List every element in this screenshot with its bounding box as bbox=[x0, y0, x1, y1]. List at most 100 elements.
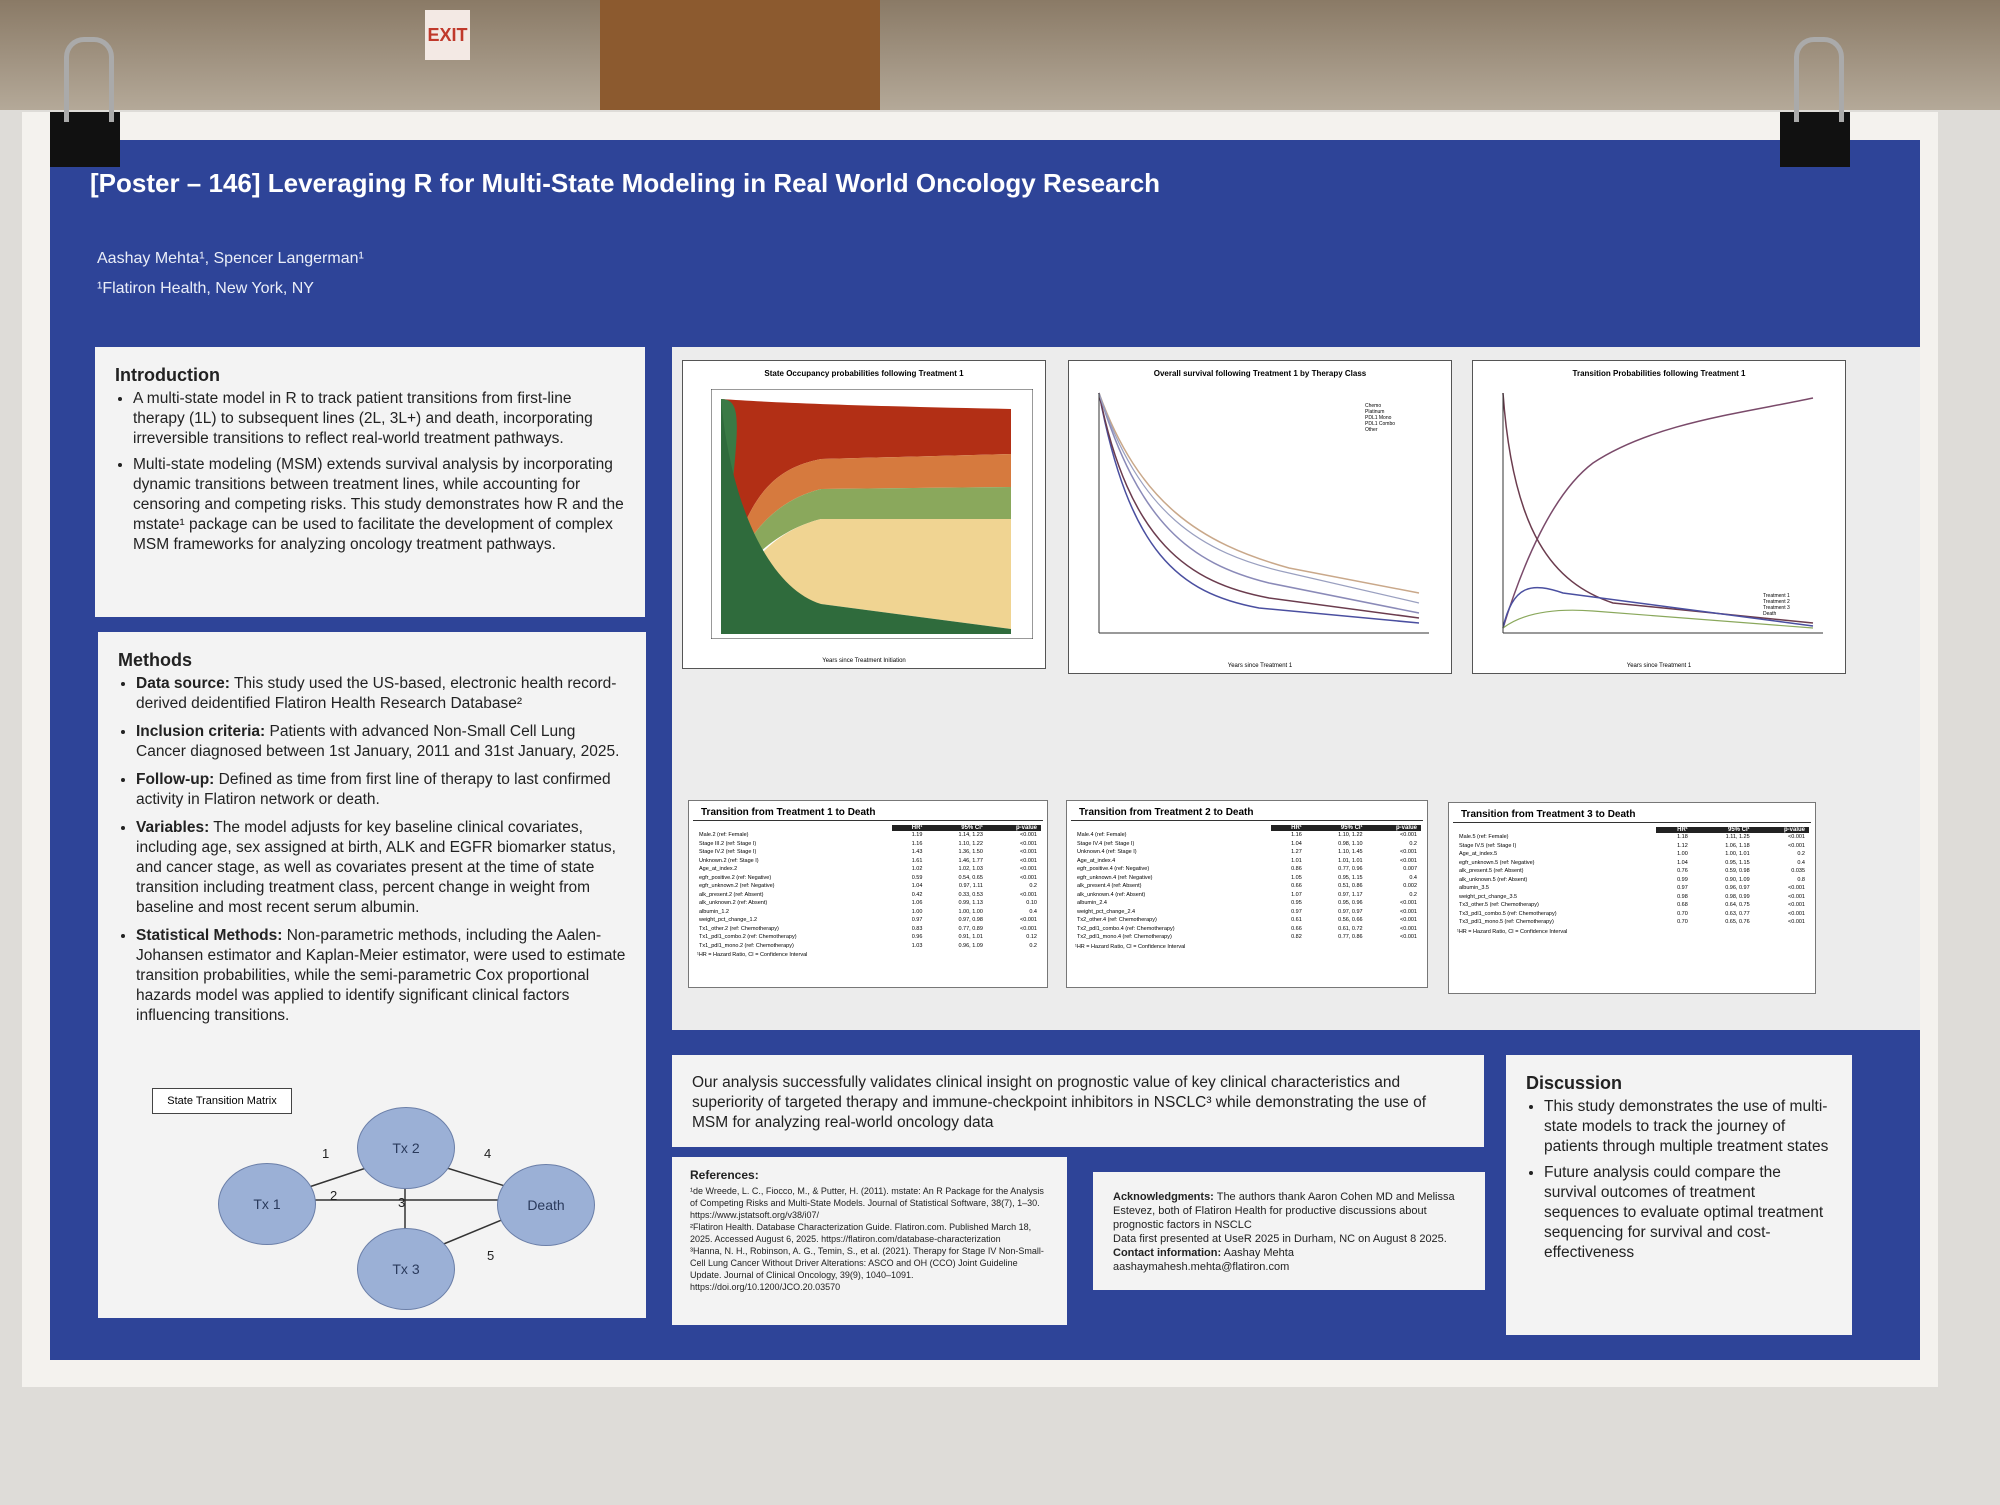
row-value: <0.001 bbox=[1020, 891, 1037, 898]
chart-plot-area bbox=[1089, 383, 1439, 651]
table-row: Male.5 (ref: Female) 1.18 1.11, 1.25 <0.001 bbox=[1455, 833, 1809, 842]
row-label: egfr_unknown.4 (ref: Negative) bbox=[1077, 874, 1153, 881]
state-node-tx3: Tx 3 bbox=[357, 1228, 455, 1310]
row-value: 0.12 bbox=[1026, 934, 1037, 940]
row-value: 0.42 bbox=[911, 891, 923, 898]
table-row: Tx1_other.2 (ref: Chemotherapy) 0.83 0.77,… bbox=[695, 925, 1041, 934]
row-value: <0.001 bbox=[1788, 842, 1805, 849]
chart-legend: Treatment 1 Treatment 2 Treatment 3 Deat… bbox=[1763, 593, 1790, 617]
row-value: <0.001 bbox=[1020, 832, 1037, 838]
row-value: 0.99, 1.13 bbox=[958, 900, 983, 906]
row-value: 1.16 bbox=[911, 840, 923, 847]
table-row: alk_present.5 (ref: Absent) 0.76 0.59, 0.9… bbox=[1455, 867, 1809, 876]
row-label: Tx3_other.5 (ref: Chemotherapy) bbox=[1459, 902, 1539, 908]
area-treatment-1 bbox=[721, 399, 1011, 634]
row-value: <0.001 bbox=[1788, 885, 1805, 891]
discussion-panel: Discussion This study demonstrates the u… bbox=[1506, 1055, 1852, 1335]
row-value: 0.98 bbox=[1677, 893, 1688, 900]
table-row: Tx3_pdl1_combo.5 (ref: Chemotherapy) 0.70… bbox=[1455, 910, 1809, 919]
table-row: Tx2_pdl1_combo.4 (ref: Chemotherapy) 0.66… bbox=[1073, 925, 1421, 934]
table-row: Male.4 (ref: Female) 1.16 1.10, 1.22 <0.001 bbox=[1073, 831, 1421, 840]
poster-authors: Aashay Mehta¹, Spencer Langerman¹ bbox=[97, 250, 364, 267]
acknowledgments-panel: Acknowledgments: The authors thank Aaron… bbox=[1093, 1172, 1485, 1290]
chart-xlabel: Years since Treatment 1 bbox=[1227, 663, 1293, 669]
binder-clip-left bbox=[50, 37, 120, 167]
table-row: alk_present.2 (ref: Absent) 0.42 0.33, 0.5… bbox=[695, 891, 1041, 900]
row-value: 1.03 bbox=[911, 942, 923, 949]
table-row: Age_at_index.5 1.00 1.00, 1.01 0.2 bbox=[1455, 850, 1809, 859]
table-row: alk_unknown.4 (ref: Absent) 1.07 0.97, 1.1… bbox=[1073, 891, 1421, 900]
methods-item-data-source: Data source: This study used the US-base… bbox=[136, 674, 626, 714]
row-label: albumin_2.4 bbox=[1077, 900, 1107, 906]
introduction-panel: Introduction A multi-state model in R to… bbox=[95, 347, 645, 617]
row-value: 0.8 bbox=[1797, 876, 1805, 883]
edge-label: 2 bbox=[330, 1188, 338, 1203]
row-value: 1.06 bbox=[911, 900, 923, 906]
row-label: Age_at_index.4 bbox=[1077, 857, 1116, 864]
row-value: <0.001 bbox=[1020, 925, 1037, 932]
contact-line: Contact information: Aashay Mehta bbox=[1113, 1247, 1294, 1259]
row-value: <0.001 bbox=[1788, 834, 1805, 840]
table-footnote: ¹HR = Hazard Ratio, CI = Confidence Inte… bbox=[1457, 928, 1568, 935]
row-value: <0.001 bbox=[1020, 917, 1037, 923]
table-row: Tx2_other.4 (ref: Chemotherapy) 0.61 0.56,… bbox=[1073, 916, 1421, 925]
row-value: <0.001 bbox=[1400, 857, 1417, 864]
row-label: Tx2_pdl1_combo.4 (ref: Chemotherapy) bbox=[1077, 925, 1175, 932]
table-row: egfr_unknown.2 (ref: Negative) 1.04 0.97, … bbox=[695, 882, 1041, 891]
poster-affiliation: ¹Flatiron Health, New York, NY bbox=[97, 280, 314, 297]
row-value: 1.01 bbox=[1291, 857, 1302, 864]
table-row: Age_at_index.4 1.01 1.01, 1.01 <0.001 bbox=[1073, 857, 1421, 866]
row-label: Male.4 (ref: Female) bbox=[1077, 832, 1127, 838]
table-row: alk_present.4 (ref: Absent) 0.66 0.51, 0.8… bbox=[1073, 882, 1421, 891]
row-value: 0.4 bbox=[1029, 908, 1037, 915]
row-value: <0.001 bbox=[1400, 934, 1417, 940]
row-value: 0.95 bbox=[1291, 900, 1302, 906]
table-title: Transition from Treatment 2 to Death bbox=[1071, 801, 1423, 821]
row-label: Male.2 (ref: Female) bbox=[699, 832, 749, 838]
table-row: albumin_2.4 0.95 0.95, 0.96 <0.001 bbox=[1073, 899, 1421, 908]
chart-plot-area bbox=[711, 389, 1033, 639]
row-label: alk_present.2 (ref: Absent) bbox=[699, 891, 764, 898]
table-row: weight_pct_change_2.4 0.97 0.97, 0.97 <0.00… bbox=[1073, 908, 1421, 917]
chart-transition-probabilities: Transition Probabilities following Treat… bbox=[1472, 360, 1846, 674]
row-value: 0.4 bbox=[1409, 874, 1417, 881]
row-label: egfr_positive.4 (ref: Negative) bbox=[1077, 866, 1150, 872]
references-panel: References: ¹de Wreede, L. C., Fiocco, M… bbox=[672, 1157, 1067, 1325]
row-label: Tx1_pdl1_combo.2 (ref: Chemotherapy) bbox=[699, 934, 797, 940]
legend-entry: Death bbox=[1763, 611, 1777, 617]
row-value: <0.001 bbox=[1788, 902, 1805, 908]
row-value: 0.97 bbox=[911, 917, 923, 923]
legend-entry: Treatment 1 bbox=[1763, 593, 1790, 599]
legend-entry: PDL1 Mono bbox=[1365, 415, 1392, 421]
methods-item-follow-up: Follow-up: Defined as time from first li… bbox=[136, 770, 626, 810]
row-label: Tx2_pdl1_mono.4 (ref: Chemotherapy) bbox=[1077, 934, 1172, 940]
row-value: <0.001 bbox=[1020, 857, 1037, 864]
chart-legend: Chemo Platinum PDL1 Mono PDL1 Combo Othe… bbox=[1365, 403, 1395, 433]
row-value: 0.59 bbox=[911, 874, 923, 881]
row-value: 0.66 bbox=[1291, 883, 1302, 889]
row-label: alk_unknown.2 (ref: Absent) bbox=[699, 900, 768, 906]
table-row: Unknown.2 (ref: Stage I) 1.61 1.46, 1.77 <0… bbox=[695, 857, 1041, 866]
row-value: 0.77, 0.89 bbox=[958, 925, 983, 932]
row-label: alk_present.5 (ref: Absent) bbox=[1459, 868, 1524, 874]
row-value: 1.36, 1.50 bbox=[958, 849, 983, 855]
table-row: alk_unknown.5 (ref: Absent) 0.99 0.90, 1.0… bbox=[1455, 876, 1809, 885]
row-label: albumin_1.2 bbox=[699, 908, 729, 915]
row-value: 0.2 bbox=[1797, 851, 1805, 857]
table-row: egfr_unknown.4 (ref: Negative) 1.05 0.95, … bbox=[1073, 874, 1421, 883]
row-value: 0.65, 0.76 bbox=[1725, 919, 1750, 925]
state-transition-matrix-label: State Transition Matrix bbox=[152, 1088, 292, 1114]
row-label: Tx1_other.2 (ref: Chemotherapy) bbox=[699, 925, 779, 932]
row-value: 0.2 bbox=[1029, 942, 1037, 949]
legend-entry: Other bbox=[1365, 427, 1378, 433]
row-value: 0.4 bbox=[1797, 859, 1805, 866]
row-value: 1.10, 1.22 bbox=[958, 840, 983, 847]
area-treatment-2 bbox=[721, 487, 1011, 609]
intro-bullet: A multi-state model in R to track patien… bbox=[133, 389, 625, 449]
row-value: 0.77, 0.96 bbox=[1338, 866, 1363, 872]
row-label: Tx3_pdl1_mono.5 (ref: Chemotherapy) bbox=[1459, 919, 1554, 925]
table-title: Transition from Treatment 3 to Death bbox=[1453, 803, 1811, 823]
row-value: 1.18 bbox=[1677, 834, 1688, 840]
row-value: 1.04 bbox=[1677, 859, 1688, 866]
chart-title: Transition Probabilities following Treat… bbox=[1572, 369, 1746, 378]
